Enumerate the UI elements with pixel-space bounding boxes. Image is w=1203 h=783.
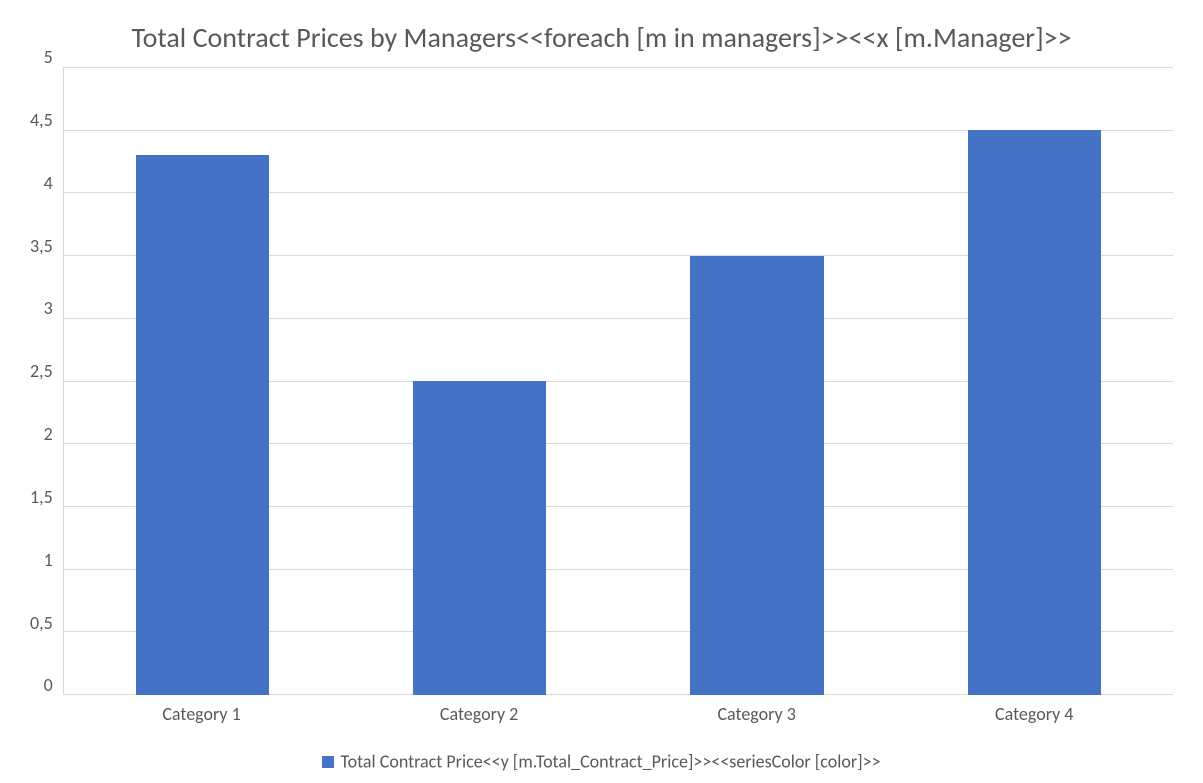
x-axis-labels: Category 1Category 2Category 3Category 4 <box>63 703 1173 725</box>
x-axis-label: Category 2 <box>340 703 618 725</box>
bar <box>136 155 269 695</box>
chart-container: Total Contract Prices by Managers<<forea… <box>0 0 1203 783</box>
x-axis-label: Category 3 <box>618 703 896 725</box>
legend-label: Total Contract Price<<y [m.Total_Contrac… <box>340 751 880 773</box>
bar <box>413 381 546 695</box>
bar <box>968 130 1101 695</box>
y-axis: 54,543,532,521,510,50 <box>30 67 63 695</box>
plot-area-wrapper: 54,543,532,521,510,50 <box>30 67 1173 695</box>
bar-slot <box>896 67 1173 695</box>
legend-swatch <box>322 756 334 768</box>
bar-slot <box>341 67 618 695</box>
bars-group <box>64 67 1173 695</box>
x-axis-label: Category 4 <box>895 703 1173 725</box>
legend: Total Contract Price<<y [m.Total_Contrac… <box>30 749 1173 773</box>
chart-title: Total Contract Prices by Managers<<forea… <box>30 20 1173 55</box>
bar <box>690 256 823 696</box>
plot-area <box>63 67 1173 695</box>
bar-slot <box>618 67 895 695</box>
bar-slot <box>64 67 341 695</box>
x-axis-label: Category 1 <box>63 703 341 725</box>
x-axis: Category 1Category 2Category 3Category 4 <box>30 703 1173 725</box>
